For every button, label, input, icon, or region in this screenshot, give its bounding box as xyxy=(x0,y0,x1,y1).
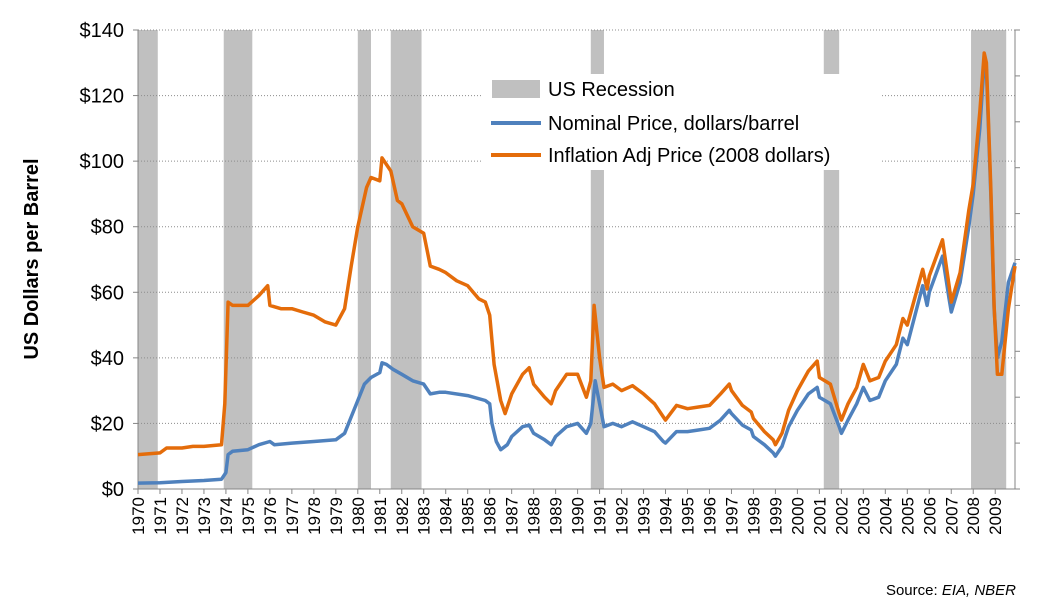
x-tick-label: 1992 xyxy=(613,497,632,535)
x-tick-label: 2009 xyxy=(986,497,1005,535)
x-tick-label: 1983 xyxy=(415,497,434,535)
source-note: Source: EIA, NBER xyxy=(886,582,1016,599)
x-tick-label: 1976 xyxy=(261,497,280,535)
x-tick-label: 1977 xyxy=(283,497,302,535)
y-tick-label: $0 xyxy=(102,479,124,501)
y-axis-label: US Dollars per Barrel xyxy=(21,158,43,359)
legend: US Recession Nominal Price, dollars/barre… xyxy=(482,74,880,170)
x-tick-label: 1998 xyxy=(744,497,763,535)
x-tick-label: 2004 xyxy=(876,497,895,535)
x-tick-label: 2008 xyxy=(964,497,983,535)
legend-swatch xyxy=(492,80,540,98)
series-lines xyxy=(137,51,1017,485)
x-tick-label: 2001 xyxy=(810,497,829,535)
x-tick-label: 2007 xyxy=(942,497,961,535)
source-text: EIA, NBER xyxy=(941,582,1016,599)
x-tick-label: 1989 xyxy=(547,497,566,535)
y-tick-label: $20 xyxy=(91,413,124,435)
x-tick-label: 2003 xyxy=(854,497,873,535)
nominal-price-line xyxy=(137,61,1017,485)
y-tick-label: $100 xyxy=(80,151,125,173)
x-tick-label: 1996 xyxy=(700,497,719,535)
x-tick-label: 1974 xyxy=(217,497,236,535)
x-tick-label: 1980 xyxy=(349,497,368,535)
x-tick-labels: 1970 1971 1972 1973 1974 1975 1976 1977 1978 1979… xyxy=(129,497,1005,535)
x-tick-label: 1994 xyxy=(657,497,676,535)
x-tick-label: 1987 xyxy=(503,497,522,535)
x-tick-label: 1982 xyxy=(393,497,412,535)
recession-band xyxy=(223,30,253,489)
legend-label: US Recession xyxy=(548,79,675,101)
x-tick-label: 1970 xyxy=(129,497,148,535)
y-tick-label: $80 xyxy=(91,217,124,239)
x-tick-label: 1986 xyxy=(481,497,500,535)
y-tick-label: $40 xyxy=(91,348,124,370)
source-prefix: Source: xyxy=(885,582,942,599)
x-tick-label: 1995 xyxy=(678,497,697,535)
x-tick-label: 2000 xyxy=(788,497,807,535)
x-tick-label: 1997 xyxy=(722,497,741,535)
x-tick-label: 1981 xyxy=(371,497,390,535)
x-tick-label: 1979 xyxy=(327,497,346,535)
legend-label: Nominal Price, dollars/barrel xyxy=(548,113,799,135)
legend-box xyxy=(482,74,880,170)
y-tick-label: $140 xyxy=(80,20,125,42)
x-tick-label: 1975 xyxy=(239,497,258,535)
x-tick-label: 2002 xyxy=(832,497,851,535)
recession-band xyxy=(138,30,158,489)
x-tick-label: 1985 xyxy=(459,497,478,535)
recession-band xyxy=(390,30,422,489)
x-tick-label: 2005 xyxy=(898,497,917,535)
recession-band xyxy=(357,30,371,489)
legend-label: Inflation Adj Price (2008 dollars) xyxy=(548,145,830,167)
y-tick-labels: $0 $20 $40 $60 $80 $100 $120 $140 xyxy=(80,20,125,501)
x-tick-label: 1978 xyxy=(305,497,324,535)
x-tick-label: 1999 xyxy=(766,497,785,535)
inflation-adjusted-price-line xyxy=(137,51,1017,457)
x-tick-label: 1984 xyxy=(437,497,456,535)
x-tick-label: 1973 xyxy=(195,497,214,535)
x-tick-label: 1971 xyxy=(151,497,170,535)
axes xyxy=(133,29,1020,494)
x-tick-label: 1972 xyxy=(173,497,192,535)
x-tick-label: 1993 xyxy=(635,497,654,535)
y-tick-label: $120 xyxy=(80,86,125,108)
y-tick-label: $60 xyxy=(91,282,124,304)
x-tick-label: 1990 xyxy=(569,497,588,535)
x-tick-label: 2006 xyxy=(920,497,939,535)
x-tick-label: 1991 xyxy=(591,497,610,535)
x-tick-label: 1988 xyxy=(525,497,544,535)
